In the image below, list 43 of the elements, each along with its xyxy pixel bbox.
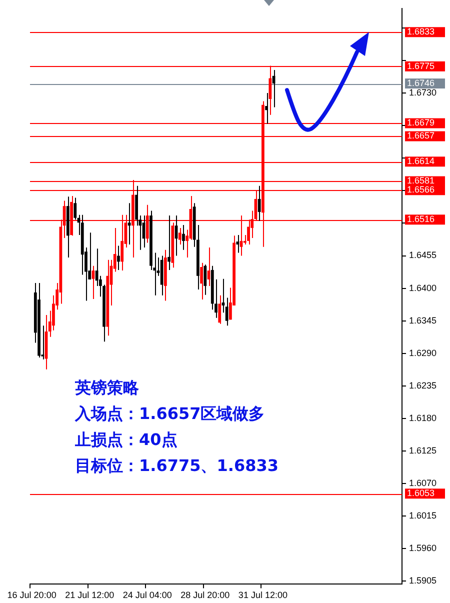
candlestick	[168, 215, 170, 270]
y-tick-label: 1.6400	[409, 282, 437, 293]
annotation: 止损点：40点	[74, 430, 178, 449]
y-tick-label: 1.5905	[409, 576, 437, 586]
candlestick	[128, 202, 131, 246]
candlestick	[178, 227, 182, 246]
y-tick-label: 1.6455	[409, 250, 437, 260]
y-tick-label: 1.6070	[409, 478, 437, 488]
candlestick	[218, 294, 222, 324]
ref-line-label: 1.6053	[407, 488, 435, 498]
y-tick-label: 1.6015	[409, 510, 437, 521]
candlestick	[74, 197, 77, 220]
x-tick-label: 28 Jul 20:00	[180, 590, 230, 600]
ref-line-label: 1.6775	[407, 60, 435, 71]
candlestick	[204, 264, 207, 296]
ref-line-label: 1.6516	[407, 214, 435, 224]
x-tick-label: 31 Jul 12:00	[238, 590, 288, 600]
annotation: 英镑策略	[74, 378, 140, 397]
ref-line-label: 1.6833	[407, 26, 435, 37]
x-tick-label: 16 Jul 20:00	[7, 590, 56, 600]
candlestick	[258, 185, 261, 222]
x-tick-label: 21 Jul 12:00	[65, 590, 114, 600]
candlestick	[236, 234, 240, 254]
ref-line-label: 1.6679	[407, 118, 435, 128]
ref-line-label: 1.6581	[407, 176, 435, 186]
ref-line-label: 1.6746	[407, 78, 435, 88]
y-tick-label: 1.6125	[409, 446, 437, 456]
candlestick	[265, 92, 268, 124]
annotation: 入场点：1.6657区域做多	[74, 404, 265, 423]
candlestick	[182, 224, 185, 250]
y-tick-label: 1.5960	[409, 543, 437, 554]
y-tick-label: 1.6235	[409, 380, 437, 390]
ref-line-label: 1.6614	[407, 156, 435, 166]
y-tick-label: 1.6180	[409, 412, 437, 423]
candlestick	[117, 245, 120, 270]
x-tick-label: 24 Jul 04:00	[122, 590, 172, 600]
candlestick	[200, 262, 203, 300]
y-tick-label: 1.6345	[409, 315, 437, 326]
ref-line-label: 1.6657	[407, 130, 435, 141]
y-tick-label: 1.6290	[409, 348, 437, 358]
ref-line-label: 1.6566	[407, 184, 435, 195]
y-tick-label: 1.6730	[409, 88, 437, 98]
annotation: 目标位：1.6775、1.6833	[75, 456, 278, 475]
